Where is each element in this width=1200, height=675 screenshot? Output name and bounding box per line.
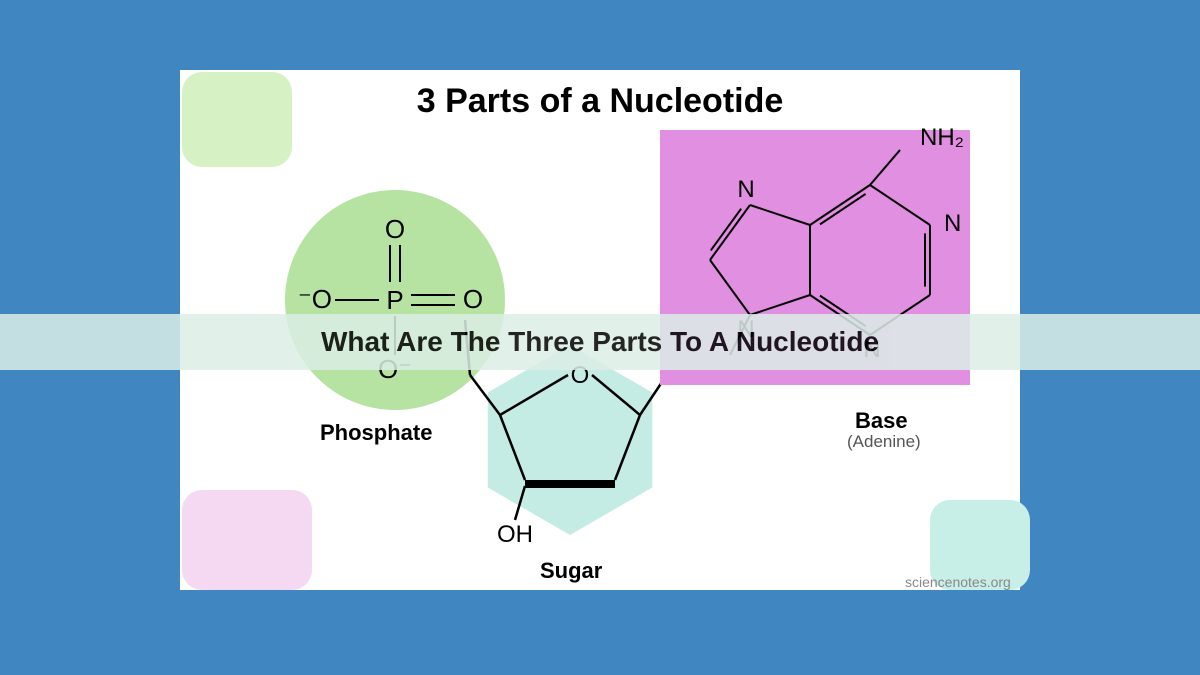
overlay-title-band: What Are The Three Parts To A Nucleotide — [0, 314, 1200, 370]
base-sublabel: (Adenine) — [847, 432, 921, 452]
phosphate-label: Phosphate — [320, 420, 432, 446]
overlay-title-text: What Are The Three Parts To A Nucleotide — [321, 326, 879, 358]
svg-text:O: O — [385, 214, 405, 244]
svg-text:P: P — [386, 285, 403, 315]
svg-text:O: O — [463, 284, 483, 314]
credit-text: sciencenotes.org — [905, 574, 1011, 590]
svg-text:⁻O: ⁻O — [298, 284, 332, 314]
svg-text:OH: OH — [497, 521, 533, 548]
svg-text:N: N — [944, 210, 961, 237]
svg-text:N: N — [737, 176, 754, 203]
sugar-label: Sugar — [540, 558, 602, 584]
base-label: Base — [855, 408, 908, 434]
svg-text:NH₂: NH₂ — [920, 124, 964, 151]
